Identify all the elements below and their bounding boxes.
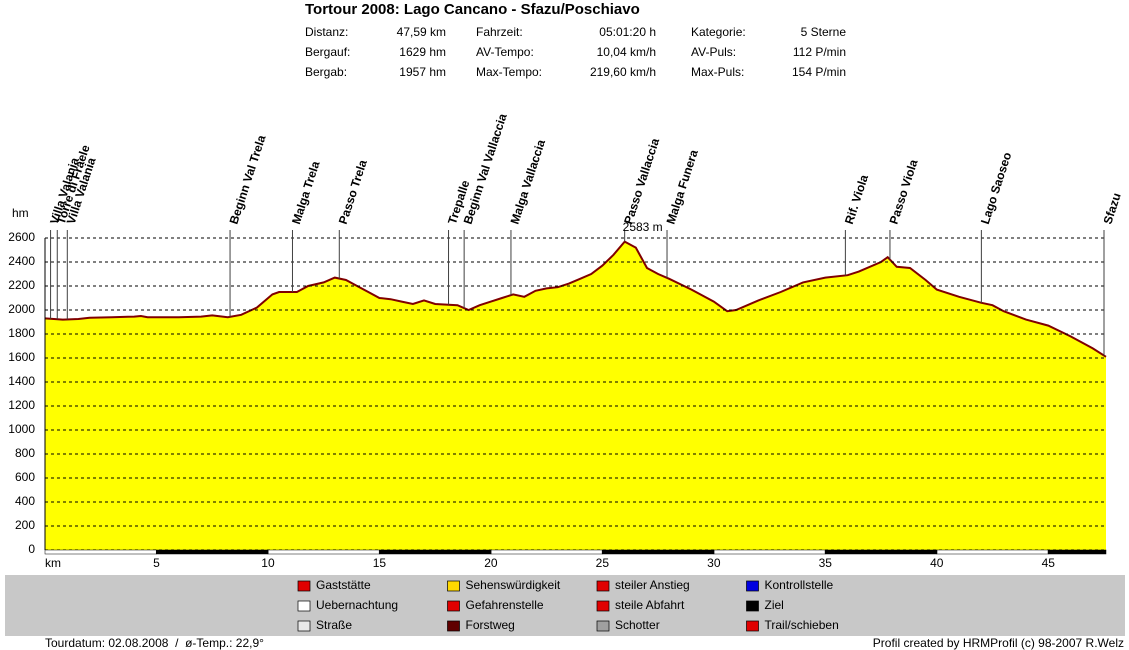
stat-value: 5 Sterne: [801, 25, 847, 39]
waypoint-label: Malga Trela: [289, 159, 323, 226]
footer-left: Tourdatum: 02.08.2008 / ø-Temp.: 22,9°: [45, 636, 264, 650]
x-axis-band: [490, 549, 603, 555]
title: Tortour 2008: Lago Cancano - Sfazu/Posch…: [305, 1, 640, 18]
x-tick-label: 20: [484, 556, 498, 570]
legend-icon: [297, 580, 311, 592]
waypoint-label: Passo Viola: [887, 157, 921, 225]
stat-label: AV-Tempo:: [476, 45, 534, 59]
stat-label: Distanz:: [305, 25, 348, 39]
y-tick-label: 1200: [8, 398, 35, 412]
legend-icon: [596, 580, 610, 592]
waypoint-label: Lago Saoseo: [978, 151, 1014, 226]
stat-value: 1957 hm: [399, 65, 446, 79]
y-tick-label: 2000: [8, 302, 35, 316]
x-tick-label: 25: [596, 556, 610, 570]
stat-label: AV-Puls:: [691, 45, 736, 59]
legend-label: Schotter: [615, 618, 660, 632]
x-axis-band: [44, 549, 157, 555]
waypoint-label: Passo Vallaccia: [621, 136, 662, 226]
waypoint-label: Passo Trela: [336, 158, 370, 226]
legend-icon: [746, 580, 759, 592]
legend-label: Straße: [316, 618, 352, 632]
x-axis-band: [936, 549, 1049, 555]
x-axis-band: [825, 549, 938, 555]
y-axis-label: hm: [12, 206, 29, 220]
waypoint-label: Sfazu: [1101, 191, 1124, 226]
x-tick-label: 35: [819, 556, 833, 570]
profile-line: [44, 240, 1107, 358]
x-axis-band: [379, 549, 492, 555]
legend-label: Gefahrenstelle: [466, 598, 544, 612]
y-tick-label: 2400: [8, 254, 35, 268]
x-tick-label: 5: [153, 556, 160, 570]
profile-area: [45, 241, 1106, 550]
y-tick-label: 1600: [8, 350, 35, 364]
x-axis-band: [713, 549, 826, 555]
stat-value: 10,04 km/h: [597, 45, 656, 59]
y-tick-label: 800: [15, 446, 35, 460]
legend-icon: [596, 600, 610, 612]
x-axis-band: [602, 549, 715, 555]
waypoint-label: Beginn Val Vallaccia: [461, 112, 510, 226]
stat-value: 47,59 km: [397, 25, 446, 39]
legend-label: Ziel: [765, 598, 784, 612]
x-axis-band: [267, 549, 380, 555]
peak-label: 2583 m: [623, 220, 663, 234]
waypoint-label: Malga Vallaccia: [508, 138, 549, 226]
legend-icon: [596, 620, 610, 632]
x-axis-band: [156, 549, 269, 555]
x-tick-label: 45: [1042, 556, 1056, 570]
x-tick-label: 40: [930, 556, 944, 570]
legend-icon: [297, 600, 311, 612]
y-tick-label: 1400: [8, 374, 35, 388]
legend-icon: [297, 620, 311, 632]
legend-label: Sehenswürdigkeit: [466, 578, 561, 592]
y-tick-label: 0: [28, 542, 35, 556]
stat-value: 05:01:20 h: [599, 25, 656, 39]
legend-icon: [746, 620, 759, 632]
y-tick-label: 400: [15, 494, 35, 508]
stat-value: 154 P/min: [792, 65, 846, 79]
legend-label: Trail/schieben: [765, 618, 839, 632]
stat-value: 112 P/min: [793, 45, 846, 59]
footer-right: Profil created by HRMProfil (c) 98-2007 …: [873, 636, 1124, 650]
x-tick-label: 10: [261, 556, 275, 570]
stat-label: Max-Puls:: [691, 65, 744, 79]
legend-label: Kontrollstelle: [765, 578, 834, 592]
stat-label: Bergab:: [305, 65, 347, 79]
stat-label: Max-Tempo:: [476, 65, 542, 79]
legend-label: steile Abfahrt: [615, 598, 685, 612]
y-tick-label: 600: [15, 470, 35, 484]
legend-icon: [746, 600, 759, 612]
y-tick-label: 1800: [8, 326, 35, 340]
y-tick-label: 1000: [8, 422, 35, 436]
legend-label: Uebernachtung: [316, 598, 398, 612]
x-axis-band: [1048, 549, 1107, 555]
legend-label: Gaststätte: [316, 578, 371, 592]
stat-value: 1629 hm: [399, 45, 446, 59]
waypoint-label: Malga Funera: [664, 148, 701, 226]
stat-value: 219,60 km/h: [590, 65, 656, 79]
stat-label: Kategorie:: [691, 25, 746, 39]
stat-label: Bergauf:: [305, 45, 350, 59]
y-tick-label: 200: [15, 518, 35, 532]
legend-panel: [5, 575, 1125, 636]
waypoint-label: Beginn Val Trela: [227, 133, 269, 226]
legend-icon: [447, 580, 460, 592]
waypoint-label: Rif. Viola: [842, 173, 871, 226]
stat-label: Fahrzeit:: [476, 25, 523, 39]
y-tick-label: 2600: [8, 230, 35, 244]
legend-icon: [447, 600, 460, 612]
legend-label: Forstweg: [466, 618, 515, 632]
x-tick-label: 15: [373, 556, 387, 570]
x-tick-label: 30: [707, 556, 721, 570]
legend-icon: [447, 620, 460, 632]
x-axis-label: km: [45, 556, 61, 570]
legend-label: steiler Anstieg: [615, 578, 690, 592]
y-tick-label: 2200: [8, 278, 35, 292]
